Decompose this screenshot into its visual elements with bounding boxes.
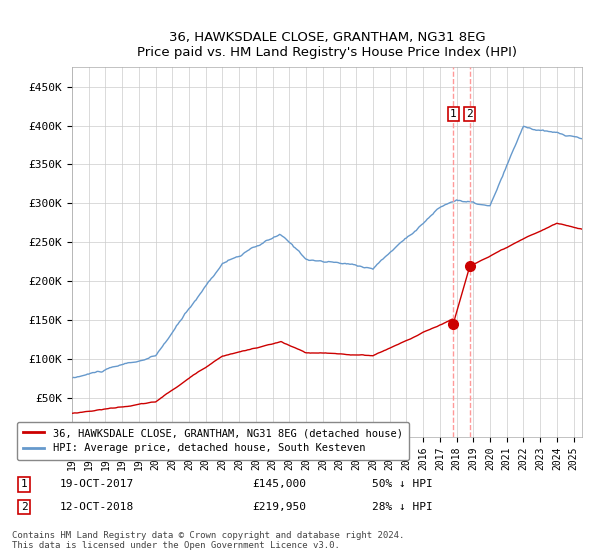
Text: 28% ↓ HPI: 28% ↓ HPI [372, 502, 433, 512]
Text: 50% ↓ HPI: 50% ↓ HPI [372, 479, 433, 489]
Title: 36, HAWKSDALE CLOSE, GRANTHAM, NG31 8EG
Price paid vs. HM Land Registry's House : 36, HAWKSDALE CLOSE, GRANTHAM, NG31 8EG … [137, 31, 517, 59]
Text: Contains HM Land Registry data © Crown copyright and database right 2024.
This d: Contains HM Land Registry data © Crown c… [12, 530, 404, 550]
Text: £145,000: £145,000 [252, 479, 306, 489]
Text: £219,950: £219,950 [252, 502, 306, 512]
Text: 1: 1 [20, 479, 28, 489]
Legend: 36, HAWKSDALE CLOSE, GRANTHAM, NG31 8EG (detached house), HPI: Average price, de: 36, HAWKSDALE CLOSE, GRANTHAM, NG31 8EG … [17, 422, 409, 460]
Text: 1: 1 [450, 109, 457, 119]
Text: 2: 2 [466, 109, 473, 119]
Text: 19-OCT-2017: 19-OCT-2017 [60, 479, 134, 489]
Text: 12-OCT-2018: 12-OCT-2018 [60, 502, 134, 512]
Text: 2: 2 [20, 502, 28, 512]
